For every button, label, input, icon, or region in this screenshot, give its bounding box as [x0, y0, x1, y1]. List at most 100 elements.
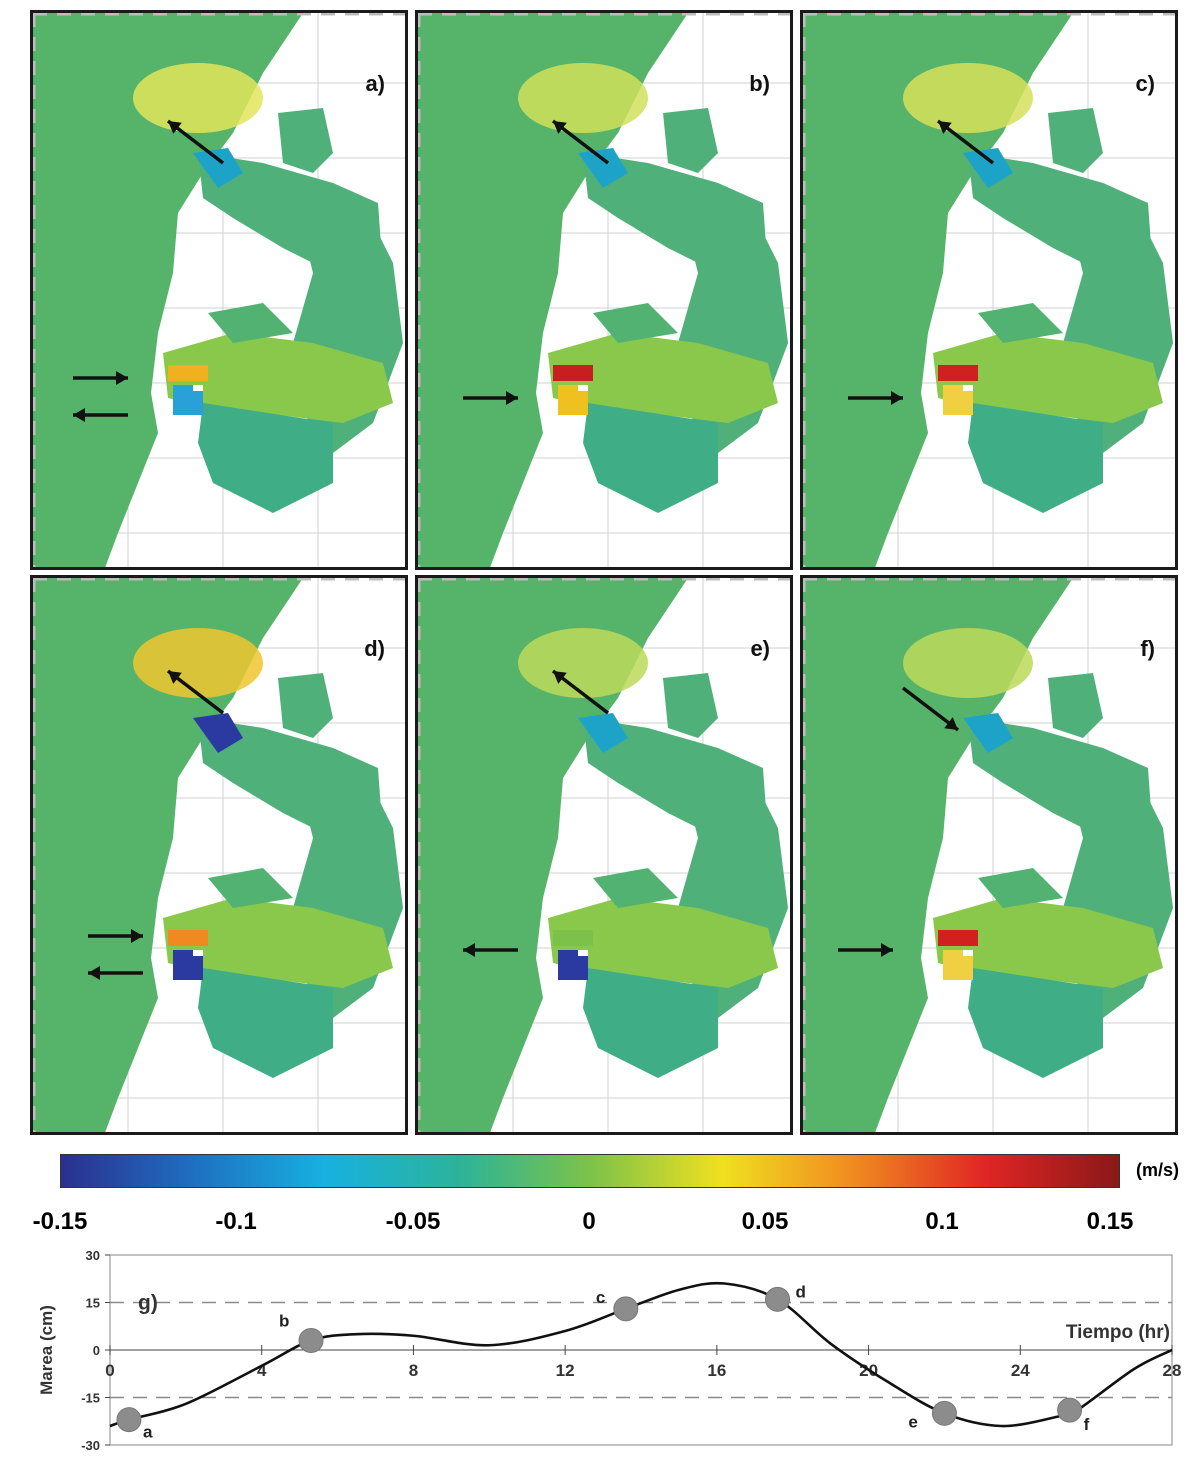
panel-label: f) — [1140, 636, 1155, 661]
x-tick-label: 28 — [1163, 1361, 1182, 1380]
velocity-map — [418, 578, 790, 1132]
upper-strait — [193, 713, 243, 753]
inlet-lobe — [978, 303, 1063, 343]
x-tick-label: 24 — [1011, 1361, 1030, 1380]
flow-arrow — [166, 119, 225, 165]
colorbar-tick: -0.1 — [215, 1208, 257, 1235]
y-tick-label: -15 — [81, 1391, 100, 1406]
map-panel-f: f) — [800, 575, 1178, 1135]
y-tick-label: 30 — [86, 1248, 100, 1263]
flow-arrow — [463, 391, 518, 405]
tide-marker-f — [1057, 1397, 1083, 1423]
north-shelf-zone — [133, 63, 263, 133]
colorbar-tick: 0.15 — [1086, 1208, 1134, 1235]
y-tick-label: -30 — [81, 1438, 100, 1453]
lower-channel — [163, 333, 393, 423]
velocity-map — [418, 13, 790, 567]
tide-series-line — [109, 1281, 1173, 1428]
south-basin — [968, 403, 1103, 513]
arrow-head — [891, 391, 903, 405]
lower-channel — [163, 898, 393, 988]
east-lobe — [1048, 673, 1103, 738]
inlet-lobe — [208, 303, 293, 343]
colorbar-unit: (m/s) — [1136, 1160, 1180, 1180]
tide-marker-label: a — [143, 1423, 153, 1442]
colorbar-tick: 0 — [582, 1208, 596, 1235]
arrow-head — [116, 371, 128, 385]
inlet-island — [578, 950, 588, 956]
east-lobe — [663, 673, 718, 738]
lower-channel — [548, 333, 778, 423]
tide-marker-label: e — [908, 1412, 917, 1431]
ocean-region — [33, 13, 303, 567]
tide-marker-label: c — [596, 1288, 605, 1307]
y-tick-label: 0 — [93, 1343, 100, 1358]
arrow-head — [131, 929, 143, 943]
panel-label: b) — [749, 71, 770, 96]
x-axis-label: Tiempo (hr) — [1066, 1322, 1170, 1343]
arrow-head — [553, 121, 567, 134]
flow-arrow — [88, 929, 143, 943]
east-lobe — [278, 108, 333, 173]
east-lobe — [663, 108, 718, 173]
colorbar-tick: -0.15 — [32, 1208, 88, 1235]
upper-strait — [963, 713, 1013, 753]
east-lobe — [1048, 108, 1103, 173]
arrow-head — [944, 717, 958, 730]
upper-strait — [193, 148, 243, 188]
north-shelf-zone — [133, 628, 263, 698]
arrow-head — [168, 671, 182, 684]
flow-arrow — [166, 669, 225, 715]
y-axis-label: Marea (cm) — [37, 1305, 56, 1395]
tide-marker-label: d — [796, 1282, 806, 1301]
flow-arrow — [551, 669, 610, 715]
panel-label: c) — [1135, 71, 1155, 96]
arrow-head — [553, 671, 567, 684]
ocean-region — [418, 13, 688, 567]
south-basin — [198, 968, 333, 1078]
flow-arrow — [73, 371, 128, 385]
inlet-hotspot — [553, 365, 593, 381]
colorbar-tick: 0.05 — [741, 1208, 789, 1235]
colorbar-tick: 0.1 — [925, 1208, 959, 1235]
inlet-hotspot — [938, 365, 978, 381]
inlet-lobe — [978, 868, 1063, 908]
x-tick-label: 12 — [556, 1361, 575, 1380]
flow-arrow — [838, 943, 893, 957]
south-basin — [968, 968, 1103, 1078]
x-tick-label: 16 — [707, 1361, 726, 1380]
map-panel-d: d) — [30, 575, 408, 1135]
map-panel-b: b) — [415, 10, 793, 570]
south-basin — [198, 403, 333, 513]
inlet-hotspot — [168, 365, 208, 381]
inlet-lobe — [593, 303, 678, 343]
ocean-region — [33, 578, 303, 1132]
tide-marker-e — [931, 1400, 957, 1426]
flow-arrow — [848, 391, 903, 405]
tide-marker-label: b — [279, 1312, 289, 1331]
inlet-island — [963, 950, 973, 956]
flow-arrow — [901, 686, 960, 732]
flow-arrow — [73, 408, 128, 422]
velocity-map — [33, 578, 405, 1132]
chart-title: g) — [138, 1292, 158, 1315]
velocity-map — [803, 578, 1175, 1132]
ocean-region — [418, 578, 688, 1132]
inlet-island — [193, 950, 203, 956]
arrow-head — [506, 391, 518, 405]
arrow-head — [938, 121, 952, 134]
arrow-head — [881, 943, 893, 957]
inlet-island — [963, 385, 973, 391]
panel-label: a) — [365, 71, 385, 96]
panel-label: e) — [750, 636, 770, 661]
inlet-island — [578, 385, 588, 391]
ocean-region — [803, 578, 1073, 1132]
north-shelf-zone — [518, 63, 648, 133]
x-tick-label: 4 — [257, 1361, 267, 1380]
map-panel-a: a) — [30, 10, 408, 570]
inlet-hotspot — [553, 930, 593, 946]
tide-marker-b — [298, 1328, 324, 1353]
velocity-map — [33, 13, 405, 567]
upper-strait — [578, 713, 628, 753]
